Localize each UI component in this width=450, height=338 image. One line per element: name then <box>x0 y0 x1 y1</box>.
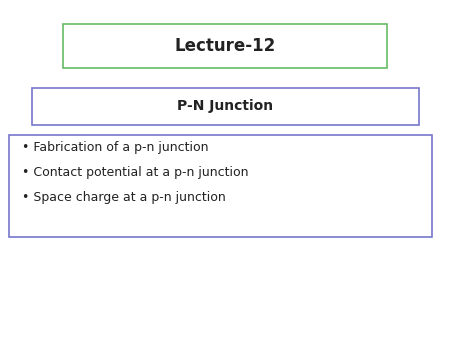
Text: • Space charge at a p-n junction: • Space charge at a p-n junction <box>22 191 226 204</box>
FancyBboxPatch shape <box>32 88 419 125</box>
Text: P-N Junction: P-N Junction <box>177 99 273 114</box>
FancyBboxPatch shape <box>63 24 387 68</box>
Text: • Contact potential at a p-n junction: • Contact potential at a p-n junction <box>22 166 249 179</box>
Text: Lecture-12: Lecture-12 <box>175 37 275 55</box>
FancyBboxPatch shape <box>9 135 432 237</box>
Text: • Fabrication of a p-n junction: • Fabrication of a p-n junction <box>22 141 209 153</box>
